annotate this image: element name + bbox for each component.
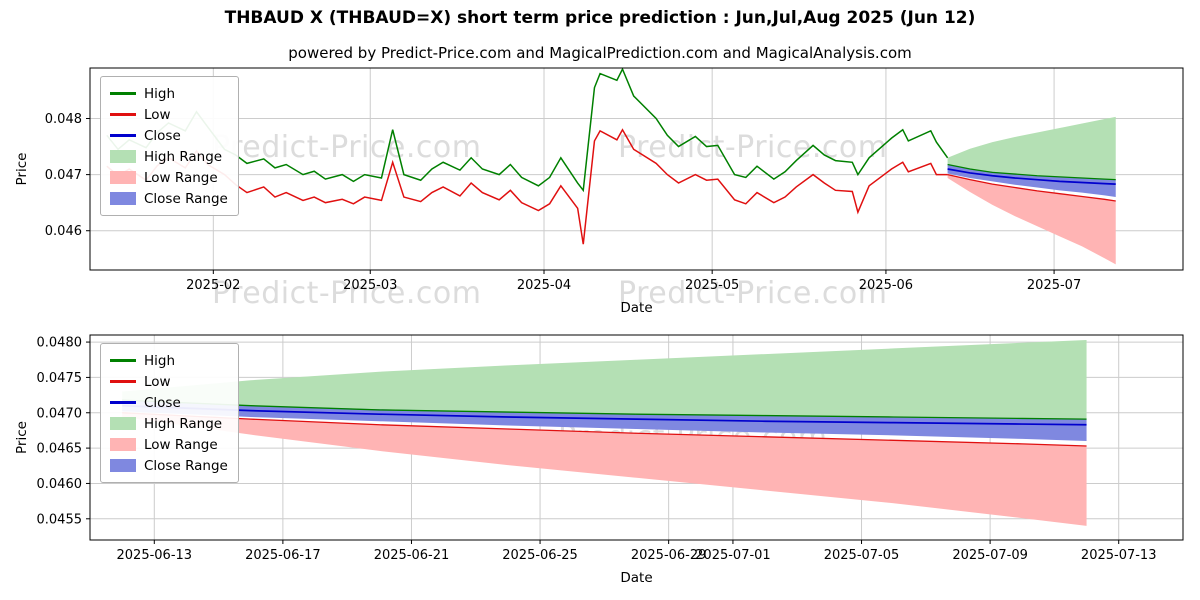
close-range-band: [947, 164, 1116, 198]
low_range-swatch: [110, 171, 136, 184]
high-swatch: [110, 359, 136, 362]
y-tick-label: 0.0465: [37, 442, 83, 457]
high-swatch: [110, 92, 136, 95]
high_range-swatch: [110, 417, 136, 430]
x-tick-label: 2025-02: [186, 278, 240, 293]
close-range-band: [122, 400, 1087, 442]
x-tick-label: 2025-07-01: [695, 548, 771, 563]
legend-item-close: Close: [110, 392, 228, 413]
x-tick-label: 2025-07-13: [1081, 548, 1157, 563]
page-title: THBAUD X (THBAUD=X) short term price pre…: [224, 8, 976, 28]
x-tick-label: 2025-07-09: [952, 548, 1028, 563]
legend-label: Low: [144, 106, 171, 123]
x-tick-label: 2025-07-05: [824, 548, 900, 563]
low-line: [106, 128, 948, 245]
x-tick-label: 2025-06-17: [245, 548, 321, 563]
high-line: [106, 67, 949, 193]
legend-item-high-range: High Range: [110, 146, 228, 167]
y-tick-label: 0.0470: [37, 406, 83, 421]
y-axis-label: Price: [14, 153, 30, 186]
y-tick-label: 0.047: [45, 168, 82, 183]
high-forecast-line: [122, 399, 1087, 420]
y-tick-label: 0.048: [45, 112, 82, 127]
legend-label: High: [144, 352, 176, 369]
high-range-band: [947, 116, 1116, 180]
legend-item-low-range: Low Range: [110, 434, 228, 455]
high-range-band: [122, 339, 1087, 420]
x-tick-label: 2025-03: [343, 278, 397, 293]
y-tick-label: 0.0460: [37, 477, 83, 492]
x-tick-label: 2025-06-13: [117, 548, 193, 563]
legend-label: High: [144, 85, 176, 102]
x-tick-label: 2025-05: [685, 278, 739, 293]
legend-label: Close Range: [144, 190, 228, 207]
watermark: Predict-Price.com: [618, 130, 888, 165]
watermark: Predict-Price.com: [212, 130, 482, 165]
close-forecast-line: [122, 404, 1087, 426]
high-forecast-line: [947, 163, 1116, 181]
top-chart: 2025-02 2025-03 2025-04 2025-05 2025-06 2025-…: [14, 67, 1184, 316]
legend-item-low-range: Low Range: [110, 167, 228, 188]
x-tick-label: 2025-07: [1027, 278, 1081, 293]
x-axis-label: Date: [620, 300, 652, 316]
close_range-swatch: [110, 192, 136, 205]
legend-item-high-range: High Range: [110, 413, 228, 434]
low-forecast-line: [947, 173, 1116, 202]
legend-item-close-range: Close Range: [110, 455, 228, 476]
close-swatch: [110, 134, 136, 137]
low-swatch: [110, 380, 136, 383]
y-tick-label: 0.0480: [37, 336, 83, 351]
legend-label: Close: [144, 394, 181, 411]
legend-item-high: High: [110, 350, 228, 371]
watermark: Predict-Price.com: [212, 276, 482, 311]
legend-item-close: Close: [110, 125, 228, 146]
close_range-swatch: [110, 459, 136, 472]
high_range-swatch: [110, 150, 136, 163]
x-tick-label: 2025-04: [517, 278, 571, 293]
legend-top-chart: High Low Close High Range Low Range Close Ran…: [100, 76, 239, 216]
x-tick-label: 2025-06-25: [502, 548, 578, 563]
legend-label: High Range: [144, 148, 223, 165]
legend-label: High Range: [144, 415, 223, 432]
close-swatch: [110, 401, 136, 404]
legend-item-low: Low: [110, 104, 228, 125]
legend-label: Low: [144, 373, 171, 390]
plot-border: [89, 67, 1184, 271]
low-range-band: [947, 174, 1116, 265]
plot-border: [89, 334, 1184, 541]
legend-bottom-chart: High Low Close High Range Low Range Close Ran…: [100, 343, 239, 483]
legend-item-high: High: [110, 83, 228, 104]
y-axis-label: Price: [14, 421, 30, 454]
low_range-swatch: [110, 438, 136, 451]
legend-label: Close Range: [144, 457, 228, 474]
legend-label: Low Range: [144, 436, 218, 453]
x-tick-label: 2025-06-29: [631, 548, 707, 563]
bottom-chart: 2025-06-13 2025-06-17 2025-06-21 2025-06-25…: [14, 334, 1184, 586]
page-subtitle: powered by Predict-Price.com and Magical…: [288, 44, 912, 62]
y-tick-label: 0.0455: [37, 512, 83, 527]
watermark: Predict-Price.com: [618, 276, 888, 311]
close-forecast-line: [947, 168, 1116, 185]
low-swatch: [110, 113, 136, 116]
legend-item-close-range: Close Range: [110, 188, 228, 209]
legend-label: Low Range: [144, 169, 218, 186]
x-tick-label: 2025-06-21: [374, 548, 450, 563]
legend-label: Close: [144, 127, 181, 144]
low-range-band: [122, 412, 1087, 526]
x-axis-label: Date: [620, 570, 652, 586]
y-tick-label: 0.0475: [37, 371, 83, 386]
low-forecast-line: [122, 412, 1087, 447]
y-tick-label: 0.046: [45, 224, 82, 239]
x-tick-label: 2025-06: [859, 278, 913, 293]
legend-item-low: Low: [110, 371, 228, 392]
